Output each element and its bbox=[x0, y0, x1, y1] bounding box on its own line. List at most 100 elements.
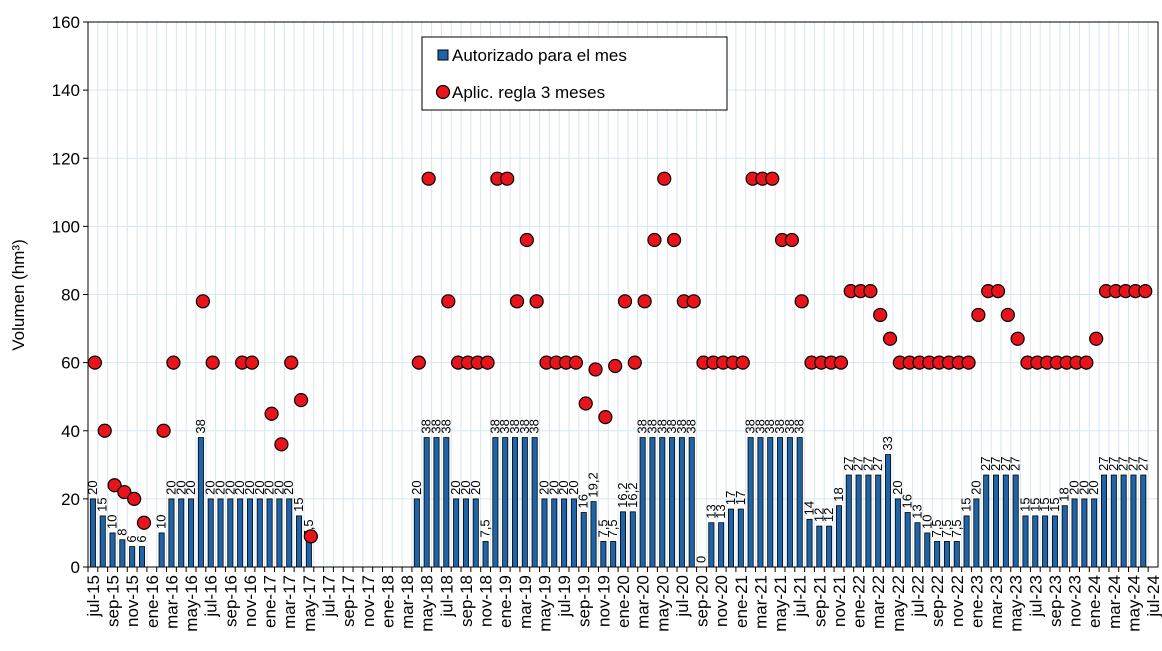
bar bbox=[708, 522, 715, 568]
bar-value-label: 16 bbox=[900, 494, 915, 508]
bar bbox=[924, 532, 931, 568]
bar bbox=[512, 437, 519, 568]
x-tick-label: jul-20 bbox=[673, 575, 692, 618]
point bbox=[274, 437, 289, 452]
bar-value-label: 20 bbox=[281, 480, 296, 494]
bar bbox=[305, 541, 312, 568]
point bbox=[411, 355, 426, 370]
point bbox=[1138, 283, 1153, 299]
x-tick-label: may-18 bbox=[418, 575, 437, 632]
bar bbox=[1002, 474, 1009, 568]
bar bbox=[953, 541, 960, 568]
bar bbox=[1051, 515, 1058, 568]
point bbox=[117, 484, 132, 500]
bar bbox=[590, 501, 597, 568]
bar bbox=[865, 474, 872, 568]
legend-label: Autorizado para el mes bbox=[452, 46, 627, 65]
bar bbox=[973, 498, 980, 568]
bar-value-label: 20 bbox=[222, 480, 237, 494]
bar-value-label: 38 bbox=[654, 419, 669, 433]
x-tick-label: jul-18 bbox=[437, 575, 456, 618]
bar-value-label: 10 bbox=[919, 514, 934, 528]
bar-value-label: 13 bbox=[909, 504, 924, 518]
bar bbox=[482, 541, 489, 568]
bar-value-label: 38 bbox=[527, 419, 542, 433]
bar bbox=[561, 498, 568, 568]
bar bbox=[659, 437, 666, 568]
point bbox=[107, 478, 122, 493]
bar bbox=[1032, 515, 1039, 568]
x-tick-label: nov-22 bbox=[948, 575, 967, 627]
point bbox=[244, 355, 260, 370]
bar-value-label: 38 bbox=[644, 419, 659, 433]
bar bbox=[286, 498, 293, 568]
bar bbox=[237, 498, 244, 568]
x-tick-label: mar-22 bbox=[869, 575, 888, 629]
x-tick-label: mar-16 bbox=[162, 575, 181, 629]
point bbox=[765, 171, 780, 186]
bar-value-label: 10 bbox=[154, 514, 169, 528]
x-tick-label: sep-20 bbox=[693, 575, 712, 627]
bar-value-label: 20 bbox=[173, 480, 188, 494]
bar bbox=[413, 498, 420, 568]
bar bbox=[217, 498, 224, 568]
bar-value-label: 20 bbox=[1086, 480, 1101, 494]
bar-value-label: 38 bbox=[674, 419, 689, 433]
bar-value-label: 38 bbox=[743, 419, 758, 433]
bar bbox=[629, 511, 636, 568]
point bbox=[657, 171, 672, 186]
y-tick-label: 100 bbox=[52, 217, 80, 236]
bar-value-label: 16,2 bbox=[615, 483, 630, 508]
bar-value-label: 38 bbox=[792, 419, 807, 433]
bar-value-label: 17 bbox=[723, 491, 738, 505]
x-tick-label: nov-16 bbox=[241, 575, 260, 627]
bar-value-label: 27 bbox=[1008, 457, 1023, 471]
bar-value-label: 7,5 bbox=[605, 519, 620, 537]
bar bbox=[1130, 474, 1137, 568]
point bbox=[264, 406, 279, 421]
point bbox=[794, 294, 809, 309]
bar-value-label: 27 bbox=[1135, 457, 1150, 471]
y-tick-label: 60 bbox=[61, 354, 80, 373]
bar bbox=[433, 437, 440, 568]
x-tick-label: jul-23 bbox=[1026, 575, 1045, 618]
bar bbox=[914, 522, 921, 568]
bar bbox=[246, 498, 253, 568]
bar-value-label: 20 bbox=[1067, 480, 1082, 494]
point bbox=[637, 294, 652, 309]
bar-value-label: 20 bbox=[262, 480, 277, 494]
bar-value-label: 38 bbox=[497, 419, 512, 433]
bar bbox=[600, 541, 607, 568]
x-tick-label: jul-15 bbox=[84, 575, 103, 618]
bar-value-label: 20 bbox=[448, 480, 463, 494]
bar bbox=[885, 454, 892, 568]
bar-value-label: 16 bbox=[576, 494, 591, 508]
x-tick-label: mar-17 bbox=[280, 575, 299, 629]
point bbox=[97, 423, 112, 438]
bar bbox=[296, 515, 303, 568]
bar bbox=[188, 498, 195, 568]
point bbox=[735, 355, 750, 370]
bar-value-label: 17 bbox=[733, 491, 748, 505]
bar-value-label: 38 bbox=[419, 419, 434, 433]
bar bbox=[89, 498, 96, 568]
bar bbox=[462, 498, 469, 568]
bar bbox=[620, 511, 627, 568]
point bbox=[303, 529, 318, 544]
bar bbox=[207, 498, 214, 568]
bar bbox=[786, 437, 793, 568]
x-tick-label: ene-17 bbox=[261, 575, 280, 628]
point bbox=[205, 355, 220, 370]
x-tick-label: nov-23 bbox=[1066, 575, 1085, 627]
bar bbox=[767, 437, 774, 568]
point bbox=[195, 294, 210, 309]
bar bbox=[816, 525, 823, 568]
point bbox=[588, 362, 603, 377]
bar-value-label: 16,2 bbox=[625, 483, 640, 508]
point bbox=[441, 294, 456, 309]
point bbox=[568, 355, 584, 370]
point bbox=[627, 355, 642, 370]
bar bbox=[580, 512, 587, 568]
bar-value-label: 20 bbox=[566, 480, 581, 494]
x-tick-label: mar-20 bbox=[634, 575, 653, 629]
